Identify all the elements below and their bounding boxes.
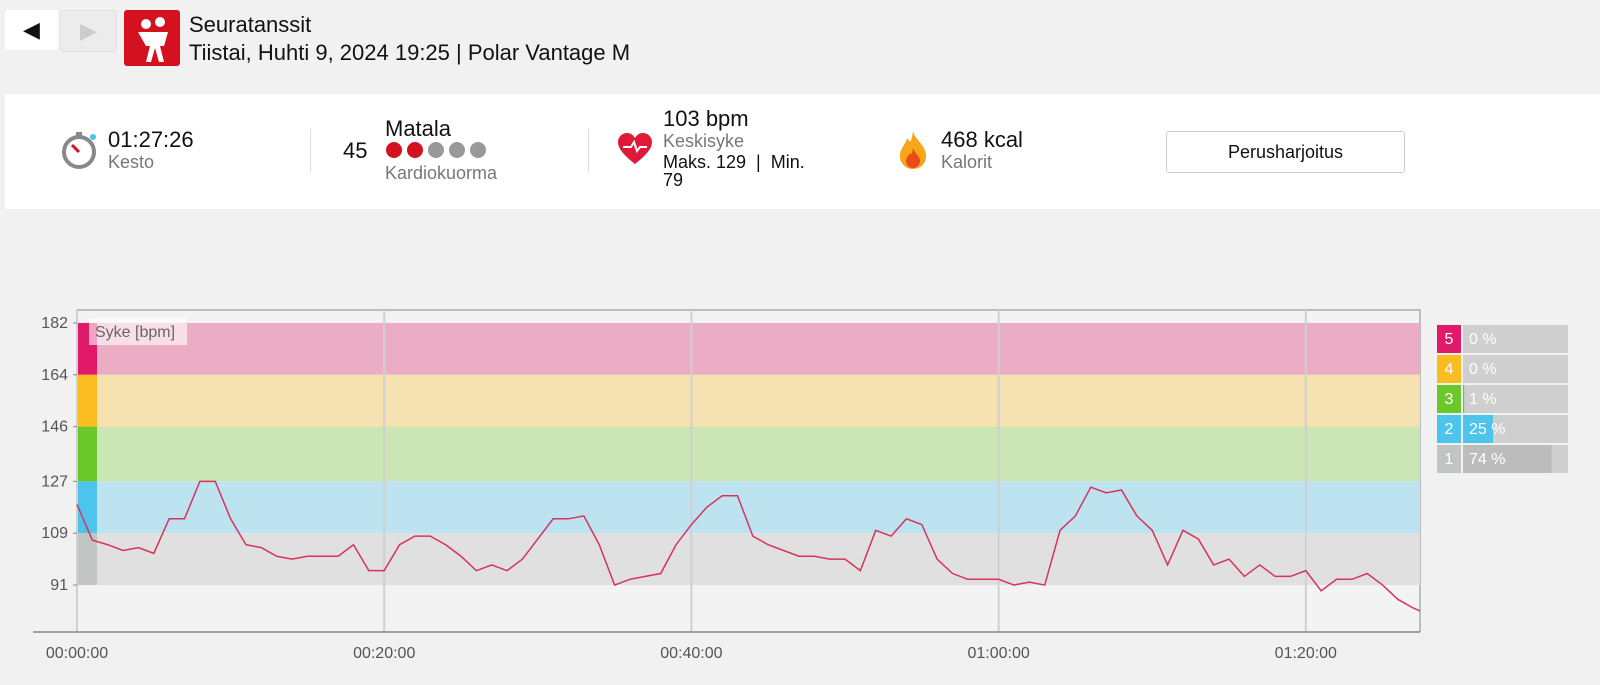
zone-bar [1463, 415, 1493, 443]
zone-number: 1 [1445, 451, 1454, 468]
y-tick-label: 91 [50, 577, 68, 594]
sport-icon [124, 10, 180, 66]
zone-bar-bg [1463, 385, 1568, 413]
x-tick-label: 01:00:00 [967, 645, 1029, 662]
zone-bar [1463, 445, 1552, 473]
zone-strip [77, 374, 97, 427]
zone-strip [77, 533, 97, 586]
stopwatch-icon [62, 132, 96, 169]
zone-number-box [1437, 415, 1461, 443]
duration: 01:27:26 [108, 127, 194, 152]
y-tick-label: 109 [41, 525, 68, 542]
hr-avg: 103 bpm [663, 106, 749, 131]
hr-maxmin: Maks. 129 | Min. 79 [663, 152, 810, 190]
hr-avg-label: Keskisyke [663, 131, 745, 151]
zone-percent: 74 % [1469, 451, 1505, 468]
load-level: Matala [385, 116, 452, 141]
y-tick-label: 164 [41, 367, 68, 384]
zone-number: 3 [1445, 391, 1454, 408]
zone-number: 5 [1445, 331, 1454, 348]
back-button[interactable]: ◀ [5, 10, 58, 50]
calories: 468 kcal [941, 127, 1023, 152]
zone-band [97, 426, 1420, 482]
legend-label: Syke [bpm] [95, 324, 175, 341]
divider [588, 129, 589, 173]
subtitle: Tiistai, Huhti 9, 2024 19:25 | Polar Van… [189, 40, 631, 65]
y-tick-label: 127 [41, 473, 68, 490]
zone-percent: 0 % [1469, 361, 1497, 378]
y-tick-label: 146 [41, 419, 68, 436]
zone-band [97, 374, 1420, 427]
zone-number-box [1437, 385, 1461, 413]
zone-number-box [1437, 355, 1461, 383]
y-tick-label: 182 [41, 315, 68, 332]
load-label: Kardiokuorma [385, 163, 498, 183]
x-tick-label: 00:40:00 [660, 645, 722, 662]
zone-strip [77, 481, 97, 534]
zone-bar-bg [1463, 325, 1568, 353]
zone-percent: 1 % [1469, 391, 1497, 408]
zone-percent: 0 % [1469, 331, 1497, 348]
calories-label: Kalorit [941, 152, 993, 172]
duration-label: Kesto [108, 152, 155, 172]
flame-icon [900, 131, 926, 169]
title: Seuratanssit [189, 12, 312, 37]
zone-number: 2 [1445, 421, 1454, 438]
zone-bar-bg [1463, 355, 1568, 383]
load-dots [386, 142, 486, 158]
legend-box [89, 318, 187, 345]
zone-band [97, 481, 1420, 534]
forward-button[interactable]: ▶ [60, 10, 117, 52]
zone-band [97, 322, 1420, 375]
training-type-button[interactable]: Perusharjoitus [1166, 131, 1405, 173]
zone-percent: 25 % [1469, 421, 1505, 438]
zone-strip [77, 426, 97, 482]
x-tick-label: 00:20:00 [353, 645, 415, 662]
x-tick-label: 01:20:00 [1275, 645, 1337, 662]
zone-number: 4 [1445, 361, 1454, 378]
divider [310, 129, 311, 173]
zone-bar [1463, 385, 1465, 413]
zone-number-box [1437, 325, 1461, 353]
summary-panel: 01:27:26 Kesto 45 Matala Kardiokuorma 10… [5, 94, 1600, 209]
x-tick-label: 00:00:00 [46, 645, 108, 662]
hr-line [76, 480, 1421, 612]
zone-number-box [1437, 445, 1461, 473]
load-value: 45 [343, 138, 368, 163]
heart-icon [618, 133, 652, 164]
